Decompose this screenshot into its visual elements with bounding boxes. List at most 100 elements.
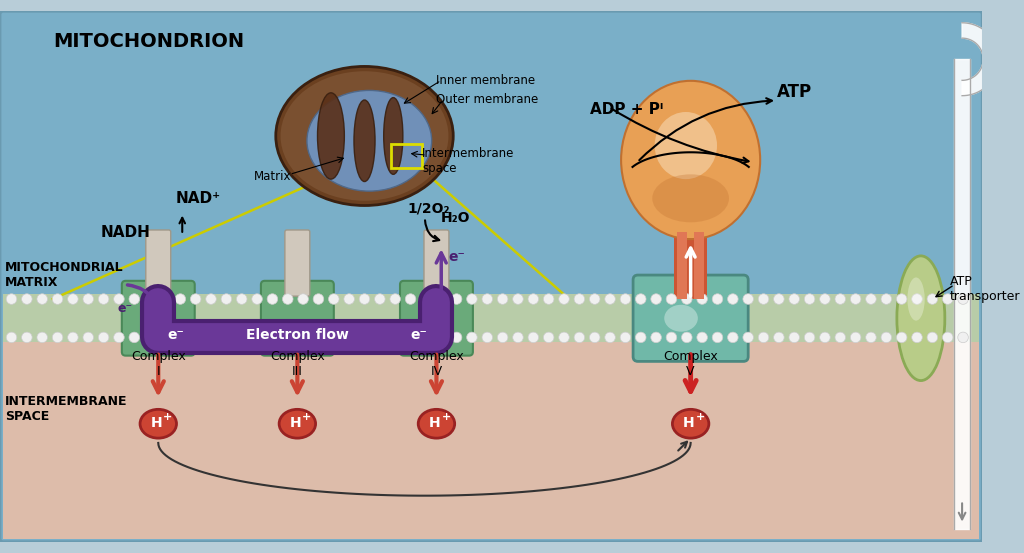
Circle shape — [467, 332, 477, 343]
Circle shape — [651, 294, 662, 304]
Text: Complex
V: Complex V — [664, 350, 718, 378]
Text: +: + — [695, 412, 705, 422]
Ellipse shape — [275, 66, 454, 206]
Circle shape — [98, 332, 109, 343]
Ellipse shape — [418, 409, 455, 438]
Circle shape — [452, 294, 462, 304]
Circle shape — [237, 332, 247, 343]
Circle shape — [758, 332, 769, 343]
Circle shape — [559, 332, 569, 343]
Ellipse shape — [673, 409, 709, 438]
Circle shape — [544, 294, 554, 304]
Circle shape — [498, 332, 508, 343]
Circle shape — [528, 332, 539, 343]
Text: INTERMEMBRANE
SPACE: INTERMEMBRANE SPACE — [5, 395, 127, 423]
Circle shape — [605, 332, 615, 343]
Circle shape — [114, 332, 124, 343]
Circle shape — [804, 332, 815, 343]
Bar — [391, 144, 422, 168]
Circle shape — [313, 332, 324, 343]
Circle shape — [927, 332, 938, 343]
Circle shape — [22, 294, 32, 304]
Ellipse shape — [354, 100, 375, 181]
Circle shape — [114, 294, 124, 304]
Text: +: + — [302, 412, 311, 422]
Circle shape — [728, 294, 738, 304]
Circle shape — [682, 294, 692, 304]
Circle shape — [713, 332, 723, 343]
Circle shape — [498, 294, 508, 304]
Circle shape — [865, 294, 877, 304]
Text: ADP + Pᴵ: ADP + Pᴵ — [590, 102, 664, 117]
Circle shape — [421, 332, 431, 343]
FancyBboxPatch shape — [633, 275, 749, 362]
Circle shape — [942, 294, 953, 304]
Ellipse shape — [384, 98, 402, 174]
Circle shape — [559, 294, 569, 304]
Ellipse shape — [665, 305, 697, 332]
Circle shape — [881, 294, 892, 304]
Circle shape — [835, 294, 846, 304]
Circle shape — [68, 332, 78, 343]
Text: Complex
IV: Complex IV — [409, 350, 464, 378]
Text: Electron flow: Electron flow — [246, 328, 349, 342]
Circle shape — [267, 332, 278, 343]
Circle shape — [896, 332, 907, 343]
Circle shape — [590, 332, 600, 343]
FancyBboxPatch shape — [145, 230, 171, 296]
Ellipse shape — [280, 409, 315, 438]
Text: Outer membrane: Outer membrane — [436, 93, 539, 106]
FancyBboxPatch shape — [261, 281, 334, 356]
Text: +: + — [441, 412, 451, 422]
Circle shape — [68, 294, 78, 304]
Circle shape — [636, 332, 646, 343]
Circle shape — [298, 332, 308, 343]
Ellipse shape — [652, 174, 729, 222]
Circle shape — [160, 294, 170, 304]
Circle shape — [190, 332, 201, 343]
Circle shape — [359, 294, 370, 304]
Circle shape — [911, 332, 923, 343]
Circle shape — [406, 332, 416, 343]
Circle shape — [344, 294, 354, 304]
Circle shape — [83, 332, 93, 343]
Circle shape — [98, 294, 109, 304]
Text: MITOCHONDRION: MITOCHONDRION — [53, 33, 244, 51]
Circle shape — [329, 332, 339, 343]
Circle shape — [206, 294, 216, 304]
Ellipse shape — [907, 278, 925, 321]
Circle shape — [329, 294, 339, 304]
Circle shape — [359, 332, 370, 343]
Circle shape — [804, 294, 815, 304]
Text: Matrix: Matrix — [254, 170, 292, 182]
Circle shape — [436, 332, 446, 343]
Circle shape — [957, 294, 969, 304]
Circle shape — [160, 332, 170, 343]
Circle shape — [22, 332, 32, 343]
Circle shape — [728, 332, 738, 343]
Text: NAD⁺: NAD⁺ — [175, 191, 220, 206]
Ellipse shape — [654, 112, 717, 179]
Circle shape — [452, 332, 462, 343]
Circle shape — [390, 332, 400, 343]
Text: +: + — [163, 412, 172, 422]
Circle shape — [37, 294, 47, 304]
Circle shape — [574, 332, 585, 343]
Circle shape — [743, 332, 754, 343]
Text: ATP
transporter: ATP transporter — [949, 275, 1020, 303]
Circle shape — [667, 332, 677, 343]
Circle shape — [252, 332, 262, 343]
Circle shape — [482, 332, 493, 343]
Circle shape — [175, 294, 185, 304]
Bar — [675, 232, 707, 299]
Polygon shape — [963, 23, 998, 96]
Circle shape — [6, 294, 16, 304]
Circle shape — [283, 332, 293, 343]
Circle shape — [421, 294, 431, 304]
Circle shape — [835, 332, 846, 343]
Circle shape — [129, 332, 139, 343]
Circle shape — [267, 294, 278, 304]
Circle shape — [574, 294, 585, 304]
Circle shape — [467, 294, 477, 304]
Circle shape — [590, 294, 600, 304]
